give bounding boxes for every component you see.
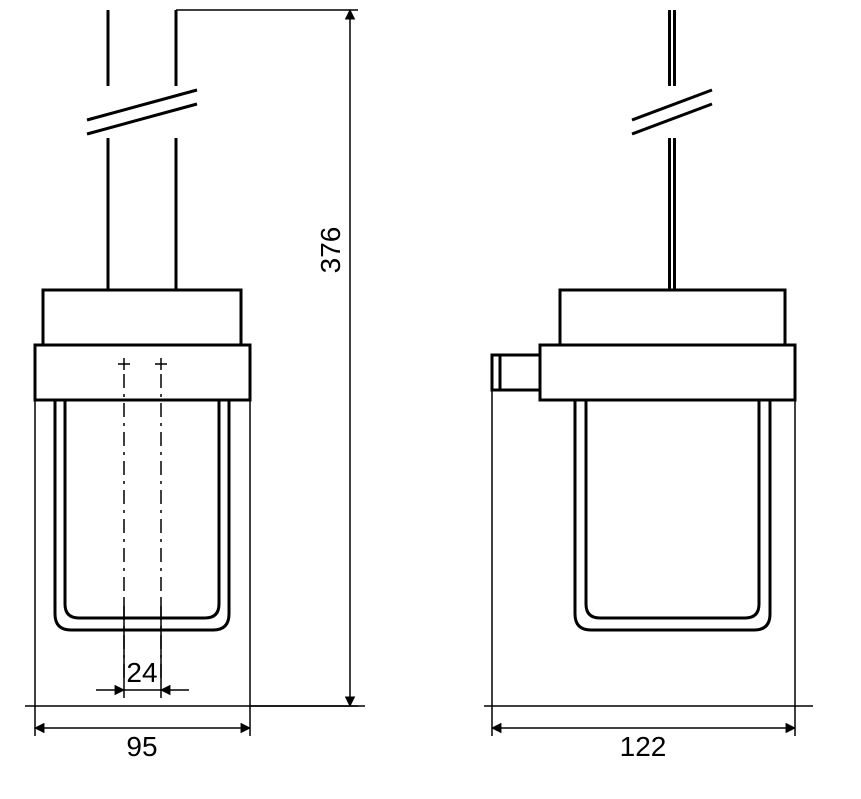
dim-height-376: 376	[315, 227, 346, 274]
dim-spacing-24: 24	[126, 657, 157, 688]
dim-width-122: 122	[620, 731, 667, 762]
dim-width-95: 95	[126, 731, 157, 762]
